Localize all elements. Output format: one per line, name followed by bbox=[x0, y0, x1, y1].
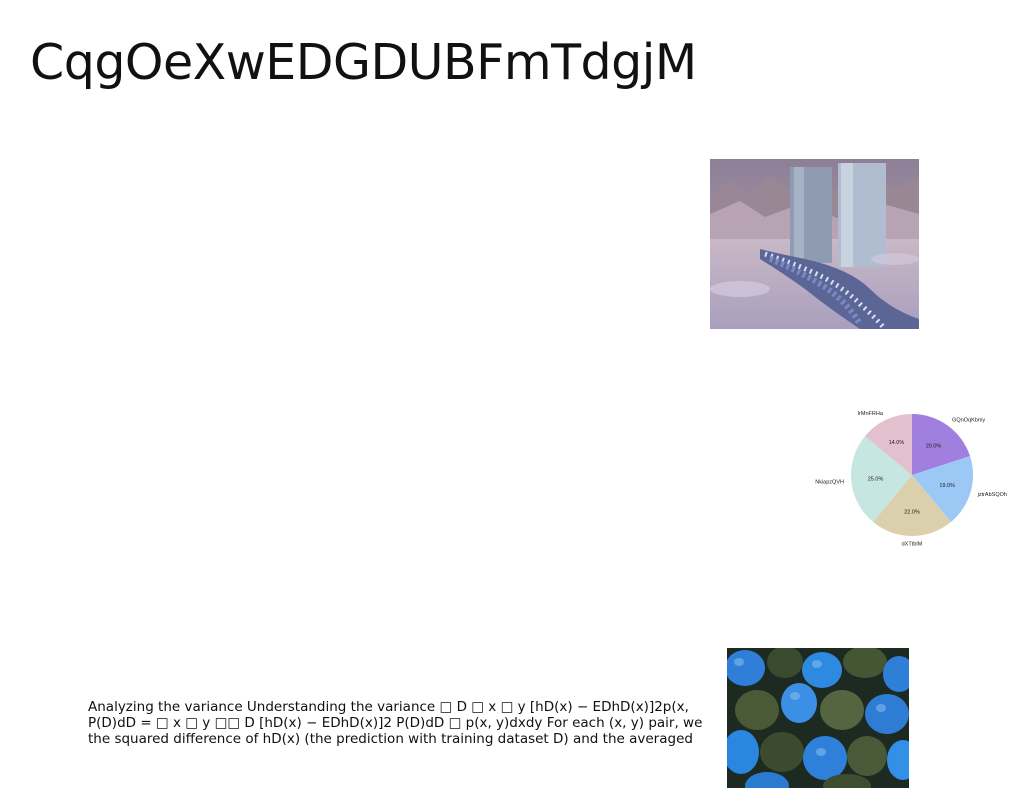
pie-slice bbox=[864, 414, 912, 475]
body-text: Analyzing the variance Understanding the… bbox=[88, 699, 718, 747]
slice-category-label: IrMnFRHa bbox=[858, 411, 884, 417]
slice-category-label: GQnOqKbmy bbox=[952, 418, 985, 424]
pumpkins-image bbox=[727, 648, 909, 788]
slice-percent-label: 20.0% bbox=[926, 443, 942, 449]
pie-slice bbox=[912, 414, 971, 475]
slice-percent-label: 25.0% bbox=[868, 476, 884, 482]
slice-category-label: jztrAbSQOh bbox=[977, 492, 1007, 498]
slice-percent-label: 22.0% bbox=[904, 510, 920, 516]
body-line: P(D)dD = □ x □ y □□ D [hD(x) − EDhD(x)]2… bbox=[88, 715, 703, 731]
body-line: Analyzing the variance Understanding the… bbox=[88, 699, 689, 715]
body-line: the squared difference of hD(x) (the pre… bbox=[88, 731, 693, 747]
pie-slice bbox=[873, 475, 951, 536]
landscape-photo bbox=[710, 159, 919, 329]
pie-slice bbox=[912, 456, 973, 523]
slice-category-label: NkiapzQVH bbox=[815, 479, 844, 485]
pie-slice bbox=[851, 436, 912, 523]
pie-chart: 20.0% GQnOqKbmy 19.0% jztrAbSQOh 22.0% dXTtbI… bbox=[815, 411, 1007, 547]
landscape-image bbox=[710, 159, 919, 329]
slide-title: CqgOeXwEDGDUBFmTdgjM bbox=[30, 34, 697, 91]
slice-percent-label: 14.0% bbox=[889, 440, 905, 446]
pumpkins-photo bbox=[727, 648, 909, 788]
slice-percent-label: 19.0% bbox=[939, 483, 955, 489]
slice-category-label: dXTtbIM bbox=[902, 541, 923, 547]
